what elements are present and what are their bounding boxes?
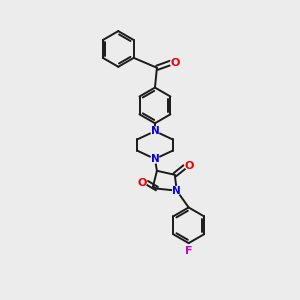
Circle shape [170, 58, 179, 67]
Circle shape [173, 187, 181, 195]
Text: O: O [170, 58, 179, 68]
Circle shape [151, 127, 159, 135]
Text: O: O [137, 178, 147, 188]
Text: F: F [185, 246, 192, 256]
Text: O: O [185, 161, 194, 171]
Text: N: N [151, 126, 159, 136]
Circle shape [185, 161, 194, 170]
Text: N: N [172, 186, 181, 196]
Circle shape [138, 178, 146, 187]
Circle shape [184, 247, 193, 255]
Text: N: N [151, 154, 159, 164]
Circle shape [151, 155, 159, 163]
